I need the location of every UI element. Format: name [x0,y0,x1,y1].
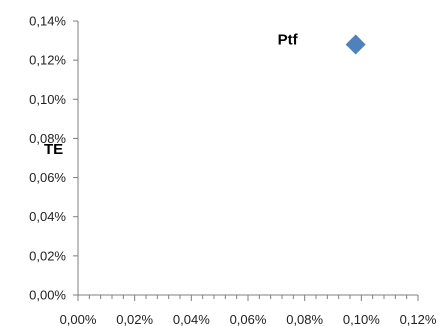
y-tick-label: 0,04% [29,209,66,224]
y-tick-label: 0,08% [29,131,66,146]
y-tick-label: 0,02% [29,248,66,263]
x-tick-label: 0,10% [343,312,380,326]
y-axis-title: TE [44,141,63,158]
ticks [73,20,419,301]
data-points: Ptf [278,31,366,55]
x-tick-label: 0,00% [60,312,97,326]
y-tick-label: 0,06% [29,170,66,185]
y-tick-label: 0,10% [29,92,66,107]
x-tick-label: 0,06% [230,312,267,326]
y-tick-label: 0,12% [29,53,66,68]
x-tick-label: 0,12% [400,312,437,326]
x-tick-label: 0,04% [173,312,210,326]
axes [77,21,418,296]
y-tick-label: 0,14% [29,14,66,29]
tick-labels: 0,00% 0,02% 0,04% 0,06% 0,08% 0,10% 0,12% 0,14%… [29,14,437,326]
data-point [345,34,366,55]
y-tick-label: 0,00% [29,288,66,303]
x-tick-label: 0,08% [286,312,323,326]
data-point-label: Ptf [278,31,299,48]
x-tick-label: 0,02% [116,312,153,326]
